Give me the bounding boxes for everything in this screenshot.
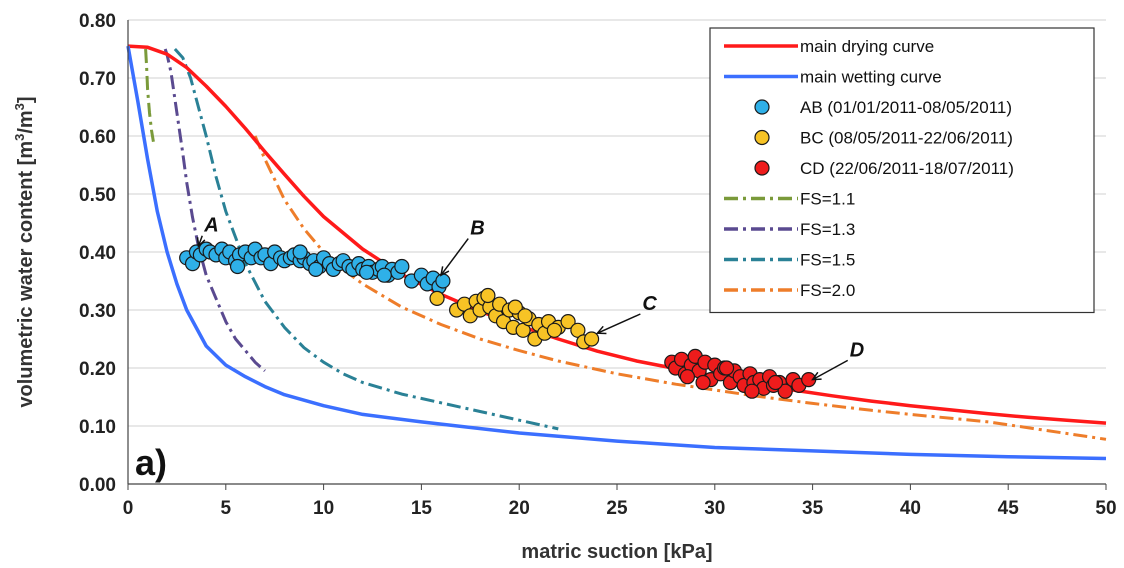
y-tick-label: 0.20 (79, 359, 116, 380)
x-axis-ticks: 0 5 10 15 20 25 30 35 40 45 50 (123, 484, 1117, 519)
legend-box (709, 27, 1095, 314)
y-tick-label: 0.10 (79, 417, 116, 438)
y-axis-title-part: ] (15, 96, 37, 103)
annotations: A B C D (196, 215, 864, 381)
legend-label: main wetting curve (800, 68, 942, 87)
y-axis-title-superscript: 3 (12, 103, 27, 110)
data-point (292, 244, 308, 260)
series-bc-08-05-2011-22-06-2011 (429, 287, 600, 350)
x-tick-label: 35 (802, 498, 824, 519)
legend: main drying curve main wetting curve AB (0… (709, 27, 1095, 314)
series-cd-22-06-2011-18-07-2011 (664, 348, 817, 399)
y-tick-label: 0.60 (79, 127, 116, 148)
annotation-label: A (203, 215, 218, 237)
legend-label: FS=1.3 (800, 220, 855, 239)
data-point (777, 383, 793, 399)
y-axis-title-part: volumetric water content [m (15, 141, 37, 408)
y-tick-label: 0.80 (79, 11, 116, 32)
data-point (429, 290, 445, 306)
annotation-arrowhead (811, 371, 822, 381)
data-point (744, 383, 760, 399)
data-point (560, 314, 576, 330)
x-tick-label: 30 (704, 498, 725, 519)
x-tick-label: 15 (411, 498, 433, 519)
data-point (517, 308, 533, 324)
data-point (359, 264, 375, 280)
x-axis-title: matric suction [kPa] (521, 541, 712, 563)
y-tick-label: 0.40 (79, 243, 116, 264)
data-point (376, 267, 392, 283)
data-point (394, 258, 410, 275)
y-tick-label: 0.50 (79, 185, 116, 206)
annotation-label: C (642, 293, 657, 315)
legend-swatch (754, 99, 770, 115)
y-tick-label: 0.00 (79, 475, 116, 496)
panel-label: a) (135, 442, 167, 483)
data-point (229, 258, 246, 275)
y-axis-title-superscript: 3 (12, 134, 27, 141)
annotation-arrow (812, 359, 849, 381)
legend-label: main drying curve (800, 37, 934, 56)
x-tick-label: 25 (606, 498, 628, 519)
legend-label: FS=1.1 (800, 190, 855, 209)
data-point (679, 369, 696, 385)
data-point (480, 287, 496, 304)
annotation-label: D (850, 339, 864, 361)
legend-label: BC (08/05/2011-22/06/2011) (800, 129, 1013, 148)
annotation-arrow (597, 313, 641, 334)
data-point (308, 261, 324, 277)
series-ab-01-01-2011-08-05-2011 (179, 241, 451, 295)
annotation-label: B (470, 218, 484, 240)
series-fs-1-1 (144, 48, 155, 143)
annotation-arrowhead (196, 237, 206, 248)
y-tick-label: 0.30 (79, 301, 116, 322)
series-fs-1-5 (173, 47, 559, 431)
series-main-wetting-curve (126, 45, 1107, 461)
data-point (583, 331, 600, 347)
annotation-arrowhead (439, 266, 450, 277)
plot-area (126, 44, 1107, 461)
legend-swatch (754, 160, 770, 176)
x-tick-label: 10 (313, 498, 334, 519)
series-fs-2-0 (253, 135, 1107, 441)
legend-label: FS=2.0 (800, 281, 855, 300)
y-tick-label: 0.70 (79, 69, 116, 90)
y-axis-title: volumetric water content [m3/m3] (12, 96, 37, 407)
data-point (507, 299, 523, 315)
data-point (546, 322, 563, 338)
data-point (718, 360, 735, 376)
data-point (435, 273, 451, 289)
annotation-arrow (197, 235, 203, 247)
y-axis-title-part: /m (15, 110, 37, 133)
annotation-arrow (440, 238, 469, 276)
data-point (695, 374, 711, 391)
legend-label: FS=1.5 (800, 251, 855, 270)
data-point (767, 374, 784, 391)
annotation-arrowhead (595, 325, 607, 335)
x-tick-label: 0 (123, 498, 134, 519)
x-tick-label: 20 (509, 498, 530, 519)
y-axis-ticks: 0.00 0.10 0.20 0.30 0.40 0.50 0.60 0.70 0.80 (79, 11, 116, 496)
legend-swatch (754, 129, 770, 146)
legend-label: AB (01/01/2011-08/05/2011) (800, 98, 1012, 117)
x-tick-label: 50 (1095, 498, 1116, 519)
legend-label: CD (22/06/2011-18/07/2011) (800, 159, 1014, 178)
x-tick-label: 5 (221, 498, 232, 519)
x-tick-label: 45 (998, 498, 1020, 519)
x-tick-label: 40 (900, 498, 921, 519)
